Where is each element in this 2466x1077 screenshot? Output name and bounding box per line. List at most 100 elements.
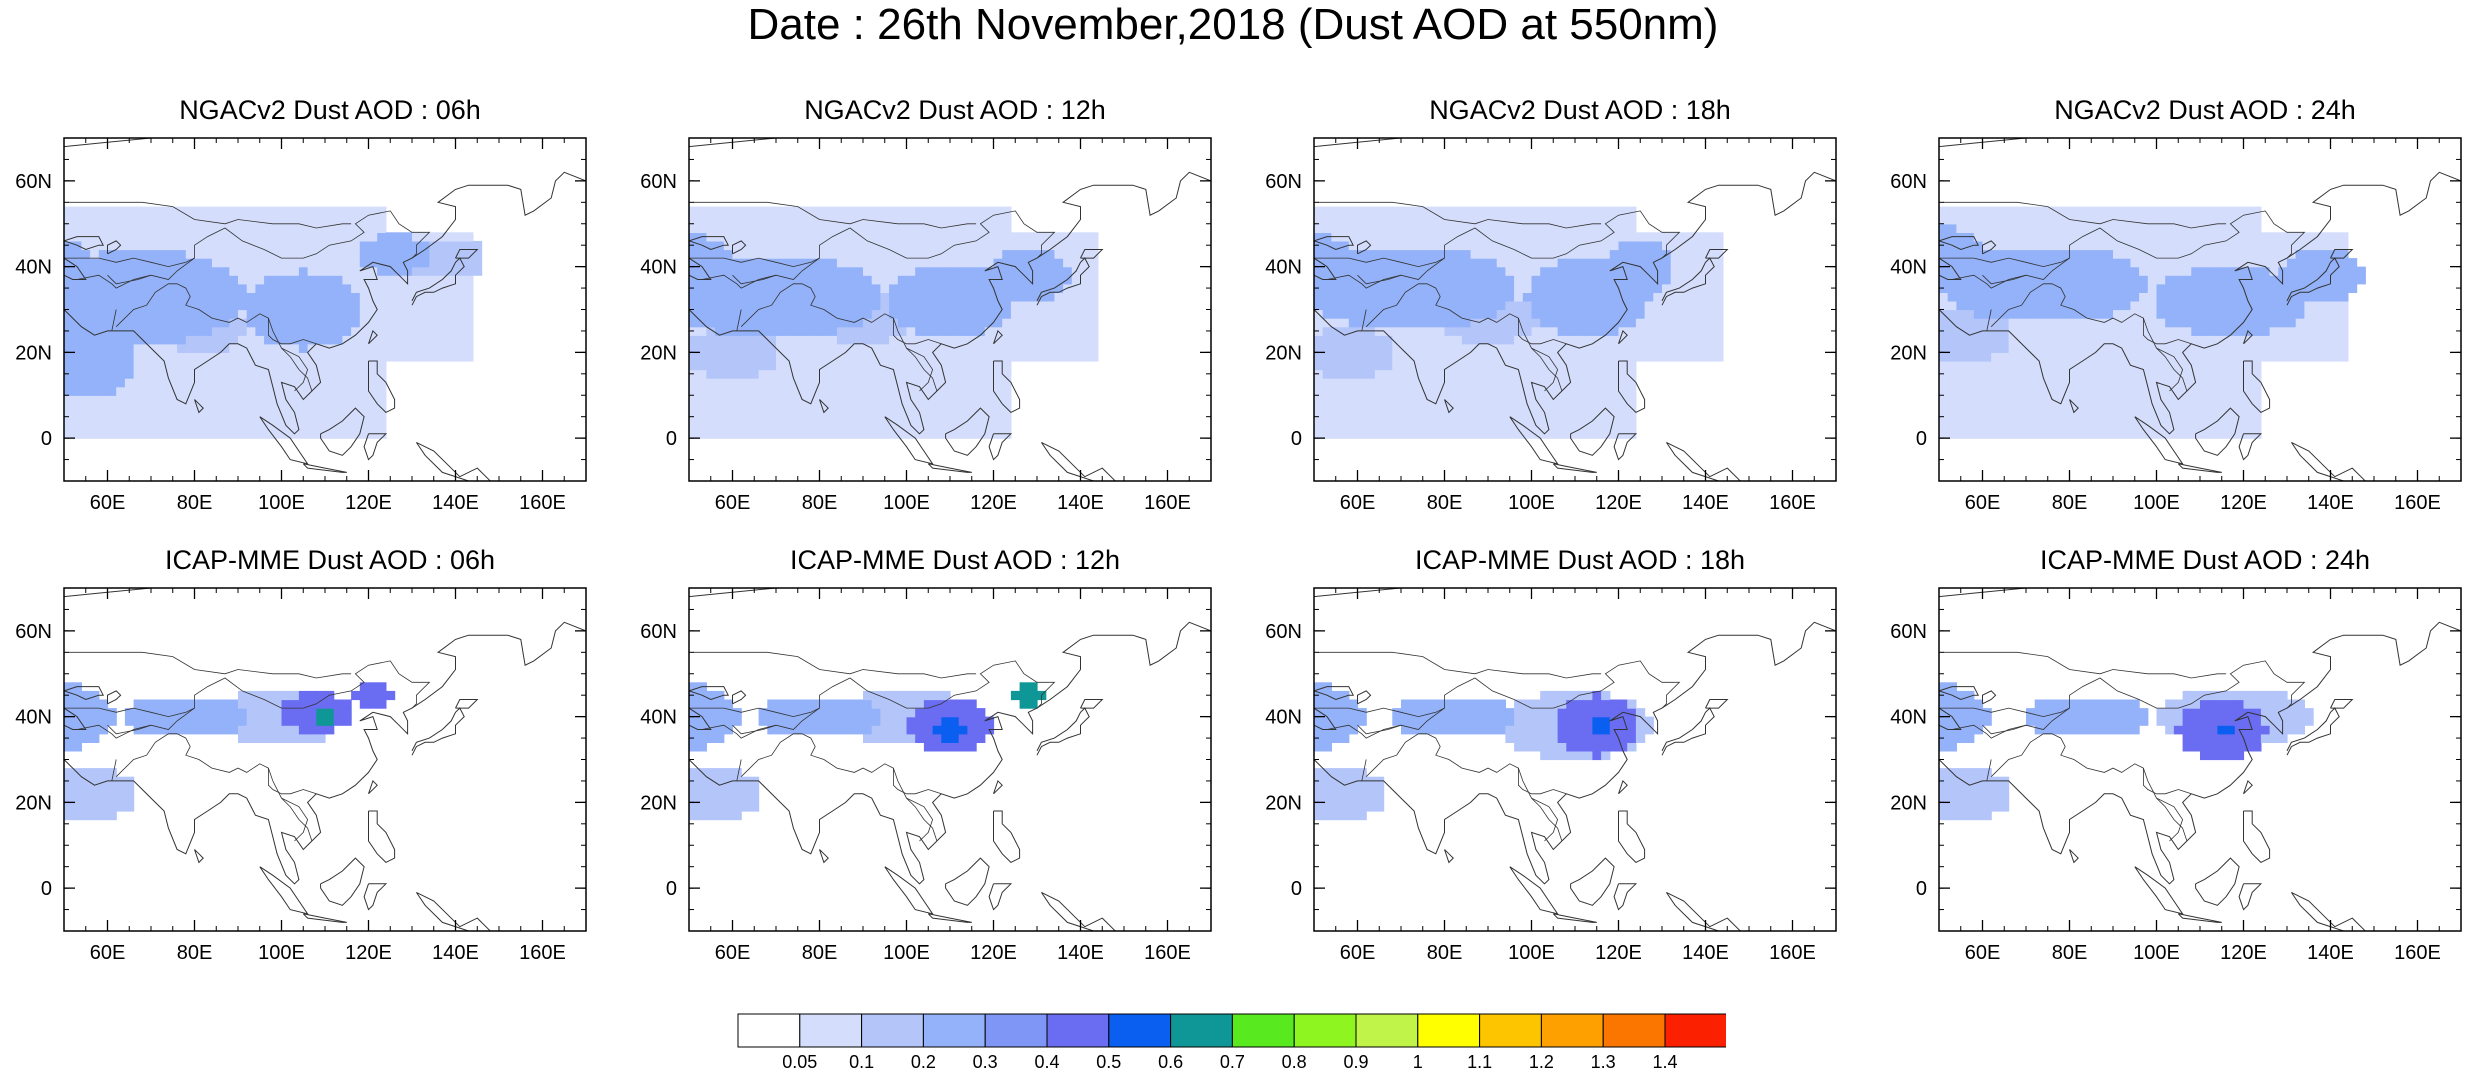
aod-cell xyxy=(1627,387,1636,396)
aod-cell xyxy=(351,318,360,327)
aod-cell xyxy=(1401,310,1410,319)
aod-cell xyxy=(1063,318,1072,327)
aod-cell xyxy=(933,241,942,250)
aod-cell xyxy=(1427,224,1436,233)
aod-cell xyxy=(1331,301,1340,310)
aod-cell xyxy=(456,327,465,336)
aod-cell xyxy=(273,207,282,216)
aod-cell xyxy=(73,395,82,404)
aod-cell xyxy=(2235,292,2244,301)
aod-cell xyxy=(308,258,317,267)
aod-cell xyxy=(1965,310,1974,319)
aod-cell xyxy=(1314,292,1323,301)
aod-cell xyxy=(820,284,829,293)
aod-cell xyxy=(1532,232,1541,241)
aod-cell xyxy=(1427,361,1436,370)
aod-cell xyxy=(1358,378,1367,387)
aod-cell xyxy=(2087,378,2096,387)
aod-cell xyxy=(1020,267,1029,276)
aod-cell xyxy=(325,335,334,344)
aod-cell xyxy=(1375,344,1384,353)
aod-cell xyxy=(2174,215,2183,224)
aod-cell xyxy=(1653,232,1662,241)
aod-cell xyxy=(985,241,994,250)
aod-cell xyxy=(1418,250,1427,259)
aod-cell xyxy=(203,370,212,379)
aod-cell xyxy=(2096,318,2105,327)
aod-cell xyxy=(706,301,715,310)
aod-cell xyxy=(985,395,994,404)
aod-cell xyxy=(2104,310,2113,319)
aod-cell xyxy=(81,310,90,319)
aod-cell xyxy=(880,387,889,396)
aod-cell xyxy=(793,327,802,336)
aod-cell xyxy=(689,318,698,327)
aod-cell xyxy=(2035,292,2044,301)
aod-cell xyxy=(377,344,386,353)
y-tick-label: 20N xyxy=(15,342,52,364)
aod-cell xyxy=(741,352,750,361)
aod-cell xyxy=(767,395,776,404)
aod-cell xyxy=(1089,310,1098,319)
aod-cell xyxy=(828,412,837,421)
aod-cell xyxy=(2113,352,2122,361)
aod-cell xyxy=(290,395,299,404)
aod-cell xyxy=(342,275,351,284)
aod-cell xyxy=(828,395,837,404)
aod-cell xyxy=(2122,207,2131,216)
aod-cell xyxy=(2130,430,2139,439)
aod-cell xyxy=(2113,335,2122,344)
aod-cell xyxy=(395,275,404,284)
aod-cell xyxy=(1671,275,1680,284)
aod-cell xyxy=(2009,284,2018,293)
aod-cell xyxy=(1418,318,1427,327)
aod-cell xyxy=(967,292,976,301)
aod-cell xyxy=(1983,378,1992,387)
aod-cell xyxy=(776,327,785,336)
aod-cell xyxy=(64,318,73,327)
aod-cell xyxy=(1653,327,1662,336)
aod-cell xyxy=(2200,258,2209,267)
aod-cell xyxy=(933,207,942,216)
aod-cell xyxy=(2287,335,2296,344)
aod-cell xyxy=(1349,284,1358,293)
aod-cell xyxy=(1584,258,1593,267)
aod-cell xyxy=(273,370,282,379)
aod-cell xyxy=(160,301,169,310)
aod-cell xyxy=(2122,301,2131,310)
aod-cell xyxy=(2070,258,2079,267)
aod-cell xyxy=(1497,378,1506,387)
aod-cell xyxy=(924,232,933,241)
aod-cell xyxy=(759,361,768,370)
aod-cell xyxy=(142,404,151,413)
aod-cell xyxy=(142,352,151,361)
aod-cell xyxy=(1974,224,1983,233)
aod-cell xyxy=(2139,224,2148,233)
aod-cell xyxy=(1331,430,1340,439)
aod-cell xyxy=(2244,404,2253,413)
aod-cell xyxy=(1592,378,1601,387)
aod-cell xyxy=(2200,301,2209,310)
aod-cell xyxy=(1462,335,1471,344)
aod-cell xyxy=(1427,310,1436,319)
aod-cell xyxy=(1592,370,1601,379)
aod-cell xyxy=(1948,352,1957,361)
aod-cell xyxy=(2087,344,2096,353)
aod-cell xyxy=(1575,318,1584,327)
aod-cell xyxy=(1002,421,1011,430)
aod-cell xyxy=(1671,232,1680,241)
aod-cell xyxy=(221,267,230,276)
aod-cell xyxy=(1028,292,1037,301)
aod-cell xyxy=(1054,344,1063,353)
aod-cell xyxy=(802,378,811,387)
aod-cell xyxy=(2261,284,2270,293)
aod-cell xyxy=(2078,421,2087,430)
aod-cell xyxy=(2017,430,2026,439)
aod-cell xyxy=(2244,352,2253,361)
aod-cell xyxy=(1505,318,1514,327)
aod-cell xyxy=(846,404,855,413)
aod-cell xyxy=(1453,378,1462,387)
aod-cell xyxy=(1610,335,1619,344)
aod-cell xyxy=(2061,430,2070,439)
aod-cell xyxy=(2139,232,2148,241)
